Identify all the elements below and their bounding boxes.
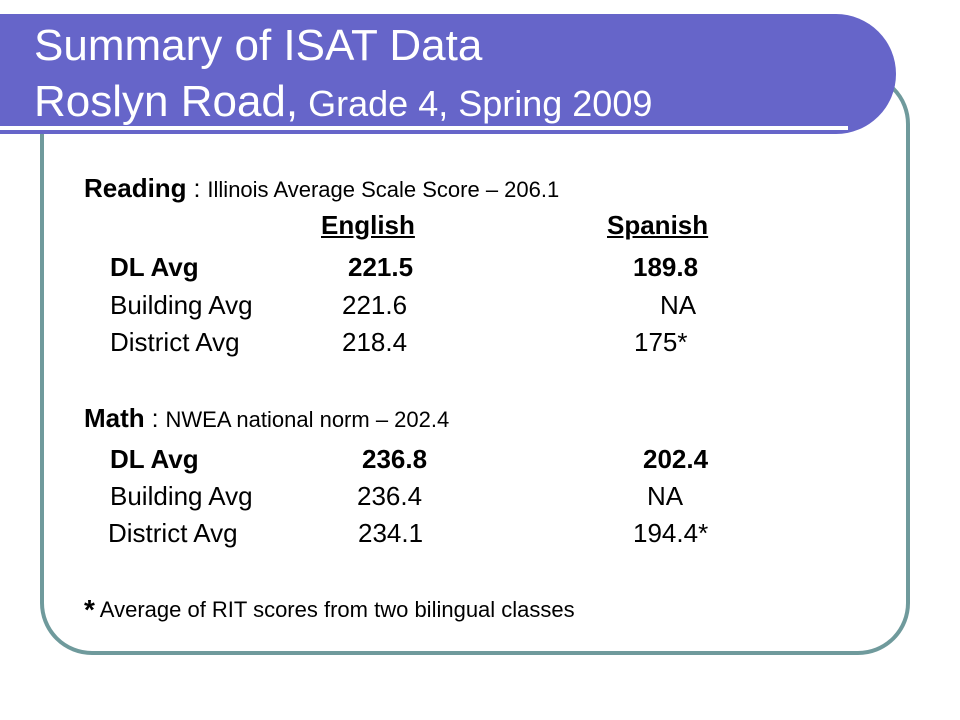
math-row-dl-avg-spanish: 202.4 bbox=[643, 444, 709, 474]
reading-header: Reading : Illinois Average Scale Score –… bbox=[84, 175, 559, 202]
math-row-building-avg-english: 236.4 bbox=[357, 481, 423, 511]
slide-title: Summary of ISAT Data Roslyn Road, Grade … bbox=[34, 18, 652, 132]
column-header-english: English bbox=[321, 210, 415, 240]
footnote-asterisk: * bbox=[84, 594, 95, 625]
reading-row-building-avg-spanish: NA bbox=[660, 290, 697, 320]
math-label: Math bbox=[84, 403, 145, 433]
math-row-district-avg-name: District Avg bbox=[108, 518, 238, 548]
column-header-spanish: Spanish bbox=[607, 210, 709, 240]
reading-row-district-avg-name: District Avg bbox=[110, 327, 240, 357]
reading-row-dl-avg-english: 221.5 bbox=[348, 252, 414, 282]
title-line-2-details: Grade 4, Spring 2009 bbox=[298, 83, 653, 124]
math-row-district-avg-spanish: 194.4* bbox=[633, 518, 709, 548]
title-line-1: Summary of ISAT Data bbox=[34, 21, 483, 70]
math-row-dl-avg-english: 236.8 bbox=[362, 444, 428, 474]
content-panel bbox=[40, 72, 910, 655]
math-row-building-avg-spanish: NA bbox=[647, 481, 684, 511]
math-description: NWEA national norm – 202.4 bbox=[165, 407, 450, 432]
math-separator: : bbox=[144, 405, 166, 433]
reading-row-district-avg-english: 218.4 bbox=[342, 327, 408, 357]
math-header: Math : NWEA national norm – 202.4 bbox=[84, 405, 449, 432]
reading-row-dl-avg-name: DL Avg bbox=[110, 252, 199, 282]
math-row-district-avg-english: 234.1 bbox=[358, 518, 424, 548]
math-row-building-avg-name: Building Avg bbox=[110, 481, 253, 511]
reading-row-building-avg-english: 221.6 bbox=[342, 290, 408, 320]
footnote-text: Average of RIT scores from two bilingual… bbox=[94, 597, 575, 622]
reading-description: Illinois Average Scale Score – 206.1 bbox=[207, 177, 560, 202]
reading-label: Reading bbox=[84, 173, 187, 203]
title-band bbox=[0, 14, 896, 134]
title-underline bbox=[0, 126, 848, 130]
math-row-dl-avg-name: DL Avg bbox=[110, 444, 199, 474]
reading-row-building-avg-name: Building Avg bbox=[110, 290, 253, 320]
title-line-2-place: Roslyn Road, bbox=[34, 77, 299, 126]
reading-row-dl-avg-spanish: 189.8 bbox=[633, 252, 699, 282]
reading-row-district-avg-spanish: 175* bbox=[634, 327, 688, 357]
footnote: * Average of RIT scores from two bilingu… bbox=[84, 596, 575, 624]
reading-separator: : bbox=[186, 175, 208, 203]
